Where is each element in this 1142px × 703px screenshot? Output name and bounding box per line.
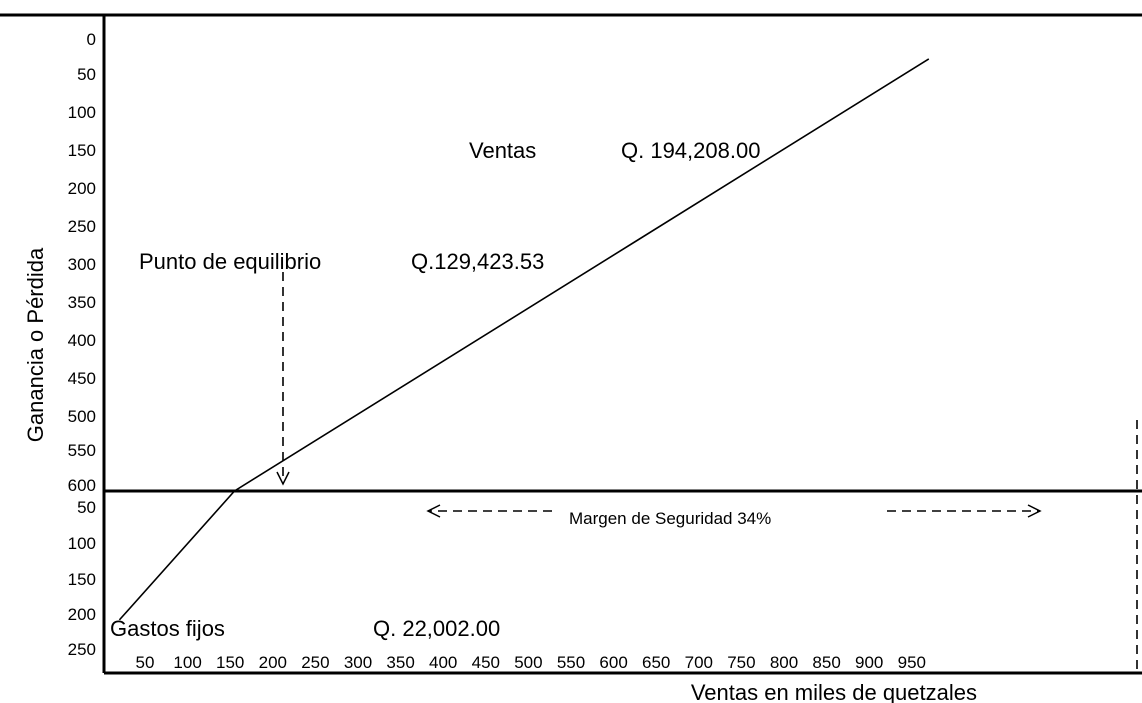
y-tick-label: 250 bbox=[68, 640, 96, 659]
y-tick-label: 100 bbox=[68, 534, 96, 553]
x-tick-label: 450 bbox=[472, 653, 500, 672]
y-tick-label: 450 bbox=[68, 369, 96, 388]
y-tick-label: 150 bbox=[68, 570, 96, 589]
x-tick-label: 700 bbox=[685, 653, 713, 672]
y-tick-label: 550 bbox=[68, 441, 96, 460]
y-tick-label: 100 bbox=[68, 103, 96, 122]
y-tick-label: 50 bbox=[77, 498, 96, 517]
x-tick-label: 650 bbox=[642, 653, 670, 672]
y-tick-label: 0 bbox=[87, 30, 96, 49]
x-tick-label: 400 bbox=[429, 653, 457, 672]
ventas-label: Ventas bbox=[469, 138, 536, 163]
y-tick-label: 50 bbox=[77, 65, 96, 84]
y-tick-label: 500 bbox=[68, 407, 96, 426]
y-tick-label: 250 bbox=[68, 217, 96, 236]
gastos-value: Q. 22,002.00 bbox=[373, 616, 500, 641]
x-tick-label: 250 bbox=[301, 653, 329, 672]
x-tick-label: 500 bbox=[514, 653, 542, 672]
x-tick-label: 300 bbox=[344, 653, 372, 672]
x-tick-label: 900 bbox=[855, 653, 883, 672]
x-tick-label: 200 bbox=[259, 653, 287, 672]
x-tick-label: 750 bbox=[727, 653, 755, 672]
series-group bbox=[118, 58, 930, 621]
equilibrio-value: Q.129,423.53 bbox=[411, 249, 544, 274]
x-tick-label: 50 bbox=[136, 653, 155, 672]
margen-label: Margen de Seguridad 34% bbox=[569, 509, 771, 528]
x-tick-label: 350 bbox=[386, 653, 414, 672]
y-tick-label: 600 bbox=[68, 476, 96, 495]
x-tick-labels: 50 100 150 200 250 300 350 400 450 500 550 600 650 70… bbox=[136, 653, 926, 672]
y-tick-label: 200 bbox=[68, 179, 96, 198]
x-tick-label: 850 bbox=[812, 653, 840, 672]
x-tick-label: 100 bbox=[173, 653, 201, 672]
y-tick-label: 400 bbox=[68, 331, 96, 350]
x-axis-label: Ventas en miles de quetzales bbox=[691, 680, 977, 703]
y-tick-labels: 6005505004504003503002502001501005005010… bbox=[68, 30, 96, 659]
gastos-label: Gastos fijos bbox=[110, 616, 225, 641]
x-tick-label: 600 bbox=[599, 653, 627, 672]
y-tick-label: 200 bbox=[68, 605, 96, 624]
x-tick-label: 550 bbox=[557, 653, 585, 672]
x-tick-label: 800 bbox=[770, 653, 798, 672]
y-tick-label: 300 bbox=[68, 255, 96, 274]
x-tick-label: 150 bbox=[216, 653, 244, 672]
ventas-value: Q. 194,208.00 bbox=[621, 138, 760, 163]
sales-line bbox=[118, 58, 930, 621]
y-tick-label: 350 bbox=[68, 293, 96, 312]
y-axis-label: Ganancia o Pérdida bbox=[23, 247, 48, 442]
y-tick-label: 150 bbox=[68, 141, 96, 160]
equilibrio-label: Punto de equilibrio bbox=[139, 249, 321, 274]
x-tick-label: 950 bbox=[898, 653, 926, 672]
